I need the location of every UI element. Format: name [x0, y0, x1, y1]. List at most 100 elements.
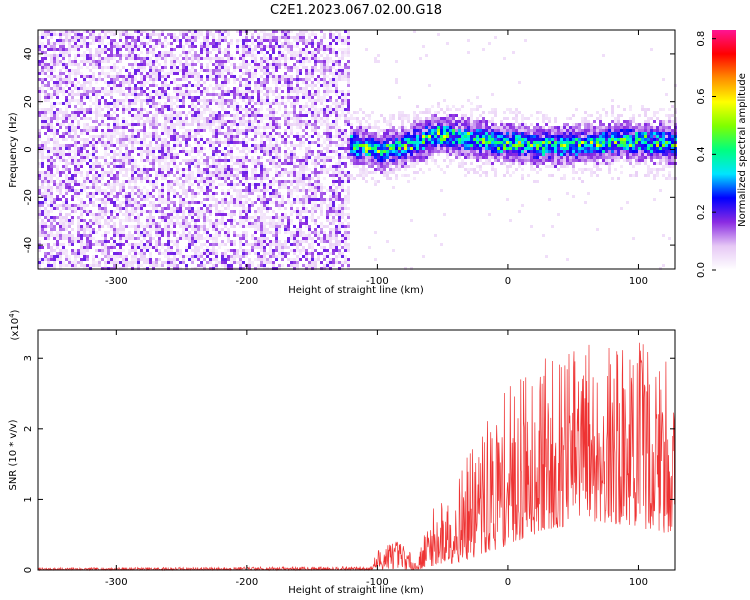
heatmap-cell	[206, 210, 209, 213]
heatmap-cell	[242, 168, 245, 171]
heatmap-cell	[65, 204, 68, 207]
heatmap-cell	[191, 171, 194, 174]
heatmap-cell	[80, 204, 83, 207]
heatmap-cell	[197, 90, 200, 93]
heatmap-cell	[167, 162, 170, 165]
heatmap-cell	[248, 183, 251, 186]
heatmap-cell	[176, 165, 179, 168]
heatmap-cell	[77, 237, 80, 240]
heatmap-cell	[146, 240, 149, 243]
heatmap-cell	[281, 42, 284, 45]
heatmap-cell	[170, 135, 173, 138]
heatmap-cell	[80, 129, 83, 132]
heatmap-cell	[104, 189, 107, 192]
heatmap-cell	[236, 162, 239, 165]
heatmap-cell	[248, 243, 251, 246]
heatmap-cell	[68, 135, 71, 138]
heatmap-cell	[95, 63, 98, 66]
heatmap-cell	[134, 252, 137, 255]
heatmap-cell	[263, 129, 266, 132]
heatmap-cell	[272, 117, 275, 120]
heatmap-cell	[242, 183, 245, 186]
heatmap-cell	[65, 225, 68, 228]
heatmap-cell	[212, 36, 215, 39]
heatmap-cell	[122, 195, 125, 198]
heatmap-cell	[131, 45, 134, 48]
heatmap-cell	[260, 57, 263, 60]
heatmap-cell	[98, 66, 101, 69]
heatmap-cell	[65, 165, 68, 168]
heatmap-cell	[71, 114, 74, 117]
heatmap-cell	[146, 36, 149, 39]
heatmap-cell	[50, 138, 53, 141]
heatmap-cell	[203, 141, 206, 144]
heatmap-cell	[188, 63, 191, 66]
heatmap-cell	[281, 219, 284, 222]
heatmap-cell	[89, 81, 92, 84]
heatmap-cell	[47, 126, 50, 129]
heatmap-cell	[149, 135, 152, 138]
heatmap-cell	[68, 162, 71, 165]
heatmap-cell	[203, 87, 206, 90]
heatmap-cell	[299, 222, 302, 225]
heatmap-cell	[59, 237, 62, 240]
heatmap-cell	[107, 48, 110, 51]
heatmap-cell	[71, 84, 74, 87]
heatmap-cell	[302, 216, 305, 219]
heatmap-cell	[113, 39, 116, 42]
heatmap-cell	[296, 144, 299, 147]
heatmap-cell	[278, 135, 281, 138]
heatmap-cell	[110, 33, 113, 36]
heatmap-cell	[260, 204, 263, 207]
heatmap-cell	[128, 249, 131, 252]
heatmap-cell	[149, 252, 152, 255]
heatmap-cell	[206, 108, 209, 111]
heatmap-cell	[53, 243, 56, 246]
heatmap-cell	[203, 81, 206, 84]
heatmap-cell	[158, 231, 161, 234]
heatmap-cell	[287, 246, 290, 249]
heatmap-cell	[245, 141, 248, 144]
heatmap-cell	[98, 93, 101, 96]
heatmap-cell	[215, 117, 218, 120]
heatmap-cell	[242, 96, 245, 99]
heatmap-cell	[179, 150, 182, 153]
heatmap-cell	[38, 87, 41, 90]
heatmap-cell	[281, 195, 284, 198]
heatmap-cell	[185, 237, 188, 240]
heatmap-cell	[38, 147, 41, 150]
heatmap-cell	[116, 87, 119, 90]
heatmap-cell	[86, 210, 89, 213]
heatmap-cell	[125, 225, 128, 228]
heatmap-cell	[248, 117, 251, 120]
heatmap-cell	[110, 93, 113, 96]
heatmap-cell	[239, 63, 242, 66]
heatmap-cell	[260, 225, 263, 228]
heatmap-cell	[272, 177, 275, 180]
heatmap-cell	[185, 72, 188, 75]
heatmap-cell	[239, 195, 242, 198]
heatmap-cell	[143, 57, 146, 60]
heatmap-cell	[113, 66, 116, 69]
heatmap-cell	[254, 111, 257, 114]
heatmap-cell	[188, 183, 191, 186]
heatmap-cell	[227, 120, 230, 123]
heatmap-cell	[269, 168, 272, 171]
heatmap-cell	[107, 129, 110, 132]
heatmap-cell	[167, 93, 170, 96]
heatmap-cell	[53, 207, 56, 210]
heatmap-cell	[50, 132, 53, 135]
heatmap-cell	[155, 174, 158, 177]
heatmap-cell	[161, 171, 164, 174]
heatmap-cell	[113, 99, 116, 102]
heatmap-cell	[89, 87, 92, 90]
heatmap-cell	[74, 132, 77, 135]
heatmap-cell	[47, 135, 50, 138]
heatmap-cell	[158, 72, 161, 75]
heatmap-cell	[131, 147, 134, 150]
heatmap-cell	[143, 252, 146, 255]
heatmap-cell	[188, 246, 191, 249]
heatmap-cell	[95, 174, 98, 177]
heatmap-cell	[128, 99, 131, 102]
heatmap-cell	[158, 54, 161, 57]
